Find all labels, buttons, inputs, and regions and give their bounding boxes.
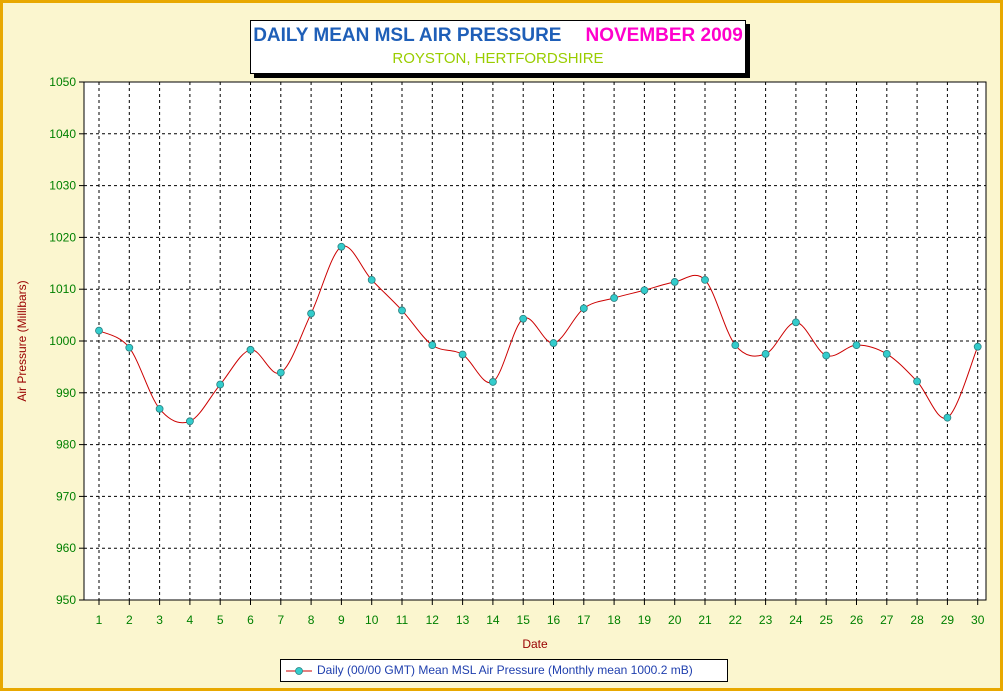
data-point: [701, 275, 709, 284]
gridlines: [84, 82, 986, 600]
data-point: [973, 342, 982, 351]
x-tick-label: 19: [638, 613, 652, 627]
x-tick-label: 29: [941, 613, 955, 627]
x-tick-label: 3: [156, 613, 163, 627]
x-tick-label: 28: [910, 613, 924, 627]
x-tick-label: 6: [247, 613, 254, 627]
x-tick-label: 7: [277, 613, 284, 627]
x-tick-label: 10: [365, 613, 379, 627]
x-tick-label: 13: [456, 613, 470, 627]
data-point: [185, 417, 194, 426]
x-tick-label: 16: [547, 613, 561, 627]
data-point: [519, 314, 528, 323]
x-tick-label: 24: [789, 613, 803, 627]
x-tick-label: 27: [880, 613, 894, 627]
x-tick-label: 17: [577, 613, 591, 627]
y-tick-label: 1010: [49, 282, 76, 296]
x-tick-label: 2: [126, 613, 133, 627]
data-point: [398, 306, 406, 315]
x-tick-label: 18: [607, 613, 621, 627]
data-point: [852, 341, 861, 350]
x-tick-label: 23: [759, 613, 773, 627]
data-point: [670, 278, 679, 286]
x-tick-label: 26: [850, 613, 864, 627]
x-tick-label: 4: [187, 613, 194, 627]
data-point: [125, 343, 134, 352]
chart-subtitle: ROYSTON, HERTFORDSHIRE: [392, 50, 604, 67]
chart-title: DAILY MEAN MSL AIR PRESSURE: [253, 25, 562, 46]
data-point: [943, 413, 952, 422]
plot-border: [83, 81, 987, 601]
series-pressure: [95, 242, 982, 426]
legend: Daily (00/00 GMT) Mean MSL Air Pressure …: [280, 659, 728, 682]
x-tick-label: 14: [486, 613, 500, 627]
y-tick-label: 990: [56, 386, 76, 400]
data-point: [337, 242, 346, 251]
y-tick-label: 970: [56, 489, 76, 503]
data-point: [276, 368, 285, 377]
legend-series-symbol: [286, 667, 312, 675]
data-point: [640, 286, 649, 295]
chart-title-box: DAILY MEAN MSL AIR PRESSURE NOVEMBER 2009…: [250, 20, 746, 74]
data-point: [246, 345, 255, 354]
y-tick-label: 1040: [49, 127, 76, 141]
x-tick-label: 21: [698, 613, 712, 627]
x-tick-label: 22: [729, 613, 743, 627]
x-tick-label: 15: [517, 613, 531, 627]
y-tick-label: 980: [56, 438, 76, 452]
chart-title-date: NOVEMBER 2009: [585, 25, 743, 46]
x-tick-label: 20: [668, 613, 682, 627]
data-point: [913, 377, 921, 386]
data-point: [95, 326, 103, 335]
x-tick-label: 30: [971, 613, 985, 627]
x-tick-label: 1: [96, 613, 103, 627]
x-tick-label: 25: [820, 613, 834, 627]
data-point: [579, 304, 588, 313]
y-axis-title: Air Pressure (Millibars): [15, 280, 29, 401]
y-tick-label: 1000: [49, 334, 76, 348]
data-point: [882, 350, 891, 358]
data-point: [367, 275, 376, 284]
data-point: [428, 341, 437, 350]
y-tick-label: 960: [56, 541, 76, 555]
x-tick-label: 11: [396, 613, 409, 627]
data-point: [610, 294, 618, 302]
data-point: [549, 339, 558, 347]
data-point: [458, 350, 467, 359]
data-point: [155, 404, 164, 413]
y-tick-label: 1030: [49, 179, 76, 193]
axes: 9509609709809901000101010201030104010501…: [49, 75, 987, 627]
title-line: DAILY MEAN MSL AIR PRESSURE NOVEMBER 2009: [251, 25, 745, 47]
y-tick-label: 1050: [49, 75, 76, 89]
data-point: [792, 318, 800, 327]
x-tick-label: 8: [308, 613, 315, 627]
data-point: [216, 380, 225, 389]
x-tick-label: 9: [338, 613, 345, 627]
data-point: [731, 341, 740, 350]
data-point: [488, 378, 497, 386]
y-tick-label: 1020: [49, 230, 76, 244]
data-point: [822, 351, 831, 360]
data-point: [307, 309, 316, 318]
x-tick-label: 12: [426, 613, 440, 627]
y-tick-label: 950: [56, 593, 76, 607]
data-point: [761, 350, 770, 358]
x-tick-label: 5: [217, 613, 224, 627]
legend-series-label: Daily (00/00 GMT) Mean MSL Air Pressure …: [317, 663, 693, 677]
x-axis-title: Date: [522, 637, 548, 651]
